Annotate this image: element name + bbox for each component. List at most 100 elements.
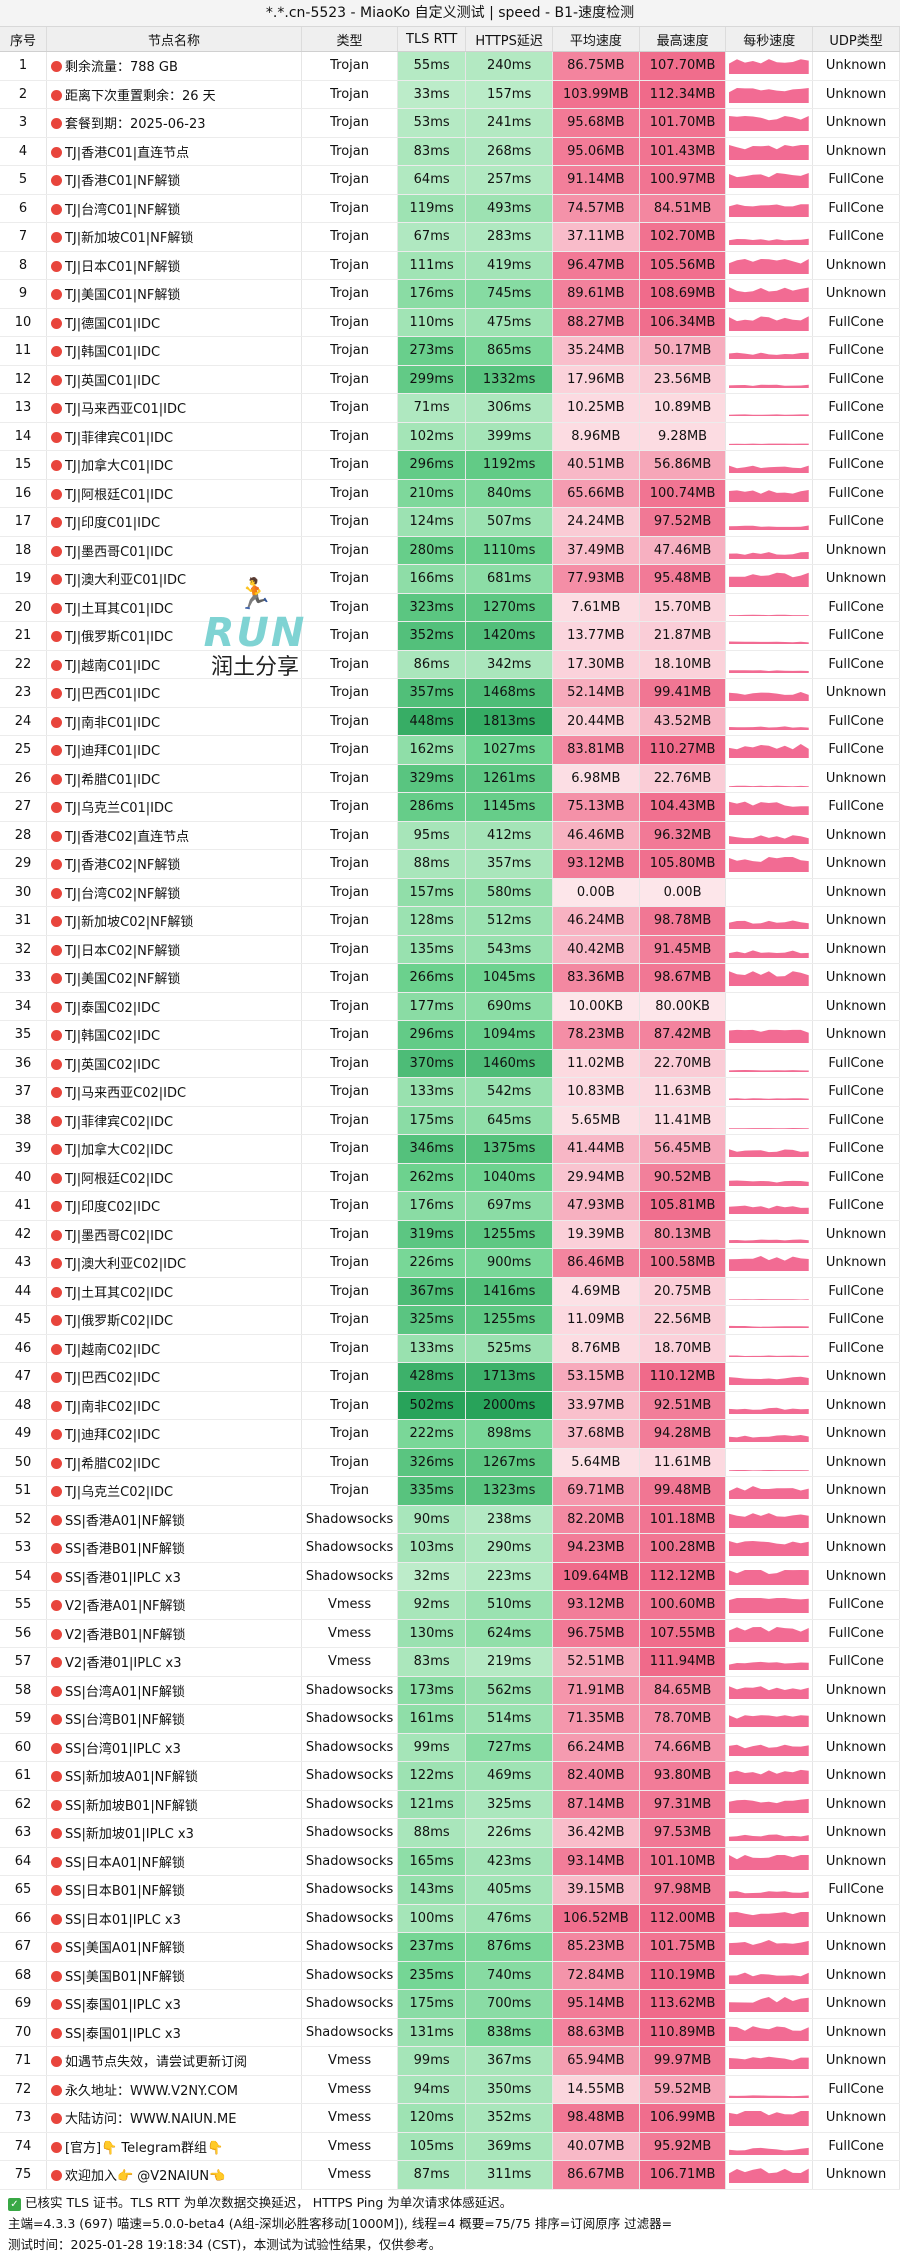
table-row: 49 TJ|迪拜C02|IDC Trojan 222ms 898ms 37.68MB 94.… [0,1419,900,1449]
cell-udp-type: FullCone [812,1077,900,1107]
cell-max-speed: 56.86MB [639,450,727,480]
cell-type: Trojan [301,1049,399,1078]
header-index: 序号 [0,27,47,52]
node-name-text: TJ|新加坡C01|NF解锁 [64,231,194,247]
speed-sparkline [729,287,810,303]
node-name-text: V2|香港01|IPLC x3 [64,1656,182,1672]
cell-index: 46 [0,1334,47,1363]
cell-node-name: TJ|墨西哥C01|IDC [46,536,303,565]
flag-icon [50,916,62,928]
speed-sparkline [729,1407,810,1414]
speed-sparkline [729,1376,810,1386]
cell-type: Trojan [301,1220,399,1249]
table-row: 56 V2|香港B01|NF解锁 Vmess 130ms 624ms 96.75MB 107… [0,1619,900,1648]
cell-index: 37 [0,1077,47,1107]
node-name-text: 距离下次重置剩余：26 天 [64,88,216,104]
cell-index: 59 [0,1704,47,1734]
cell-per-second-speed [725,1761,814,1791]
cell-per-second-speed [725,194,814,223]
flag-icon [50,431,62,443]
cell-node-name: TJ|马来西亚C02|IDC [46,1077,303,1107]
cell-index: 1 [0,51,47,81]
cell-https-latency: 240ms [465,51,553,81]
cell-per-second-speed [725,1505,814,1534]
flag-icon [50,688,62,700]
cell-index: 32 [0,935,47,964]
table-row: 57 V2|香港01|IPLC x3 Vmess 83ms 219ms 52.51MB 11… [0,1647,900,1677]
cell-type: Shadowsocks [301,1961,399,1990]
node-name-text: TJ|土耳其C01|IDC [64,601,174,617]
flag-icon [50,517,62,529]
cell-index: 11 [0,336,47,366]
sparkline-area [729,316,810,331]
node-name-text: TJ|加拿大C01|IDC [64,459,174,475]
cell-https-latency: 525ms [465,1334,553,1363]
cell-https-latency: 290ms [465,1533,553,1563]
cell-max-speed: 47.46MB [639,536,727,565]
cell-type: Trojan [301,422,399,451]
cell-max-speed: 59.52MB [639,2075,727,2104]
cell-node-name: TJ|印度C02|IDC [46,1191,303,1221]
node-name-text: TJ|印度C01|IDC [64,516,161,532]
cell-type: Shadowsocks [301,1562,399,1591]
sparkline-area [729,1662,810,1671]
flag-icon [50,1999,62,2011]
flag-icon [50,317,62,329]
cell-type: Trojan [301,1163,399,1192]
cell-max-speed: 80.13MB [639,1220,727,1249]
header-max-speed: 最高速度 [639,27,727,52]
cell-https-latency: 865ms [465,336,553,366]
cell-avg-speed: 19.39MB [552,1220,640,1249]
cell-avg-speed: 7.61MB [552,593,640,622]
node-name-text: TJ|菲律宾C02|IDC [64,1114,174,1130]
node-name-text: TJ|俄罗斯C01|IDC [64,630,174,646]
cell-udp-type: Unknown [812,2018,900,2047]
speed-sparkline [729,465,810,474]
cell-node-name: [官方]👇 Telegram群组👇 [46,2132,303,2161]
node-name-text: SS|日本B01|NF解锁 [64,1884,185,1900]
cell-udp-type: FullCone [812,792,900,822]
node-name-text: TJ|南非C01|IDC [64,715,161,731]
node-name-text: TJ|英国C01|IDC [64,373,161,389]
cell-avg-speed: 83.36MB [552,963,640,993]
cell-node-name: TJ|美国C01|NF解锁 [46,279,303,309]
sparkline-area [729,641,810,645]
cell-tls-rtt: 92ms [397,1590,467,1620]
sparkline-area [729,1298,810,1300]
cell-https-latency: 367ms [465,2046,553,2076]
cell-avg-speed: 6.98MB [552,764,640,793]
cell-https-latency: 1468ms [465,678,553,708]
speed-sparkline [729,414,810,417]
footer-line-1: ✓ 已核实 TLS 证书。TLS RTT 为单次数据交换延迟， HTTPS Pin… [8,2192,892,2213]
cell-index: 55 [0,1590,47,1620]
cell-node-name: TJ|加拿大C01|IDC [46,450,303,480]
cell-per-second-speed [725,735,814,765]
cell-node-name: 如遇节点失效，请尝试更新订阅 [46,2046,303,2076]
cell-tls-rtt: 124ms [397,507,467,537]
cell-node-name: V2|香港A01|NF解锁 [46,1590,303,1620]
cell-avg-speed: 4.69MB [552,1277,640,1306]
cell-node-name: SS|泰国01|IPLC x3 [46,1989,303,2019]
node-name-text: TJ|越南C02|IDC [64,1342,161,1358]
sparkline-area [729,443,810,445]
cell-type: Trojan [301,1277,399,1306]
table-row: 30 TJ|台湾C02|NF解锁 Trojan 157ms 580ms 0.00B 0.00… [0,878,900,907]
cell-per-second-speed [725,2132,814,2161]
cell-type: Trojan [301,878,399,907]
cell-per-second-speed [725,336,814,366]
cell-avg-speed: 52.51MB [552,1647,640,1677]
table-row: 46 TJ|越南C02|IDC Trojan 133ms 525ms 8.76MB 18.7… [0,1334,900,1363]
sparkline-area [729,1512,810,1528]
table-row: 37 TJ|马来西亚C02|IDC Trojan 133ms 542ms 10.83MB 1… [0,1077,900,1107]
cell-tls-rtt: 428ms [397,1362,467,1392]
flag-icon [50,61,62,73]
cell-per-second-speed [725,992,814,1021]
flag-icon [50,2170,62,2182]
cell-index: 15 [0,450,47,480]
sparkline-area [729,1069,810,1072]
cell-avg-speed: 86.67MB [552,2160,640,2190]
table-row: 58 SS|台湾A01|NF解锁 Shadowsocks 173ms 562ms 71.9… [0,1676,900,1705]
flag-icon [50,1315,62,1327]
cell-tls-rtt: 95ms [397,821,467,850]
table-row: 72 永久地址：WWW.V2NY.COM Vmess 94ms 350ms 14.55MB… [0,2075,900,2104]
